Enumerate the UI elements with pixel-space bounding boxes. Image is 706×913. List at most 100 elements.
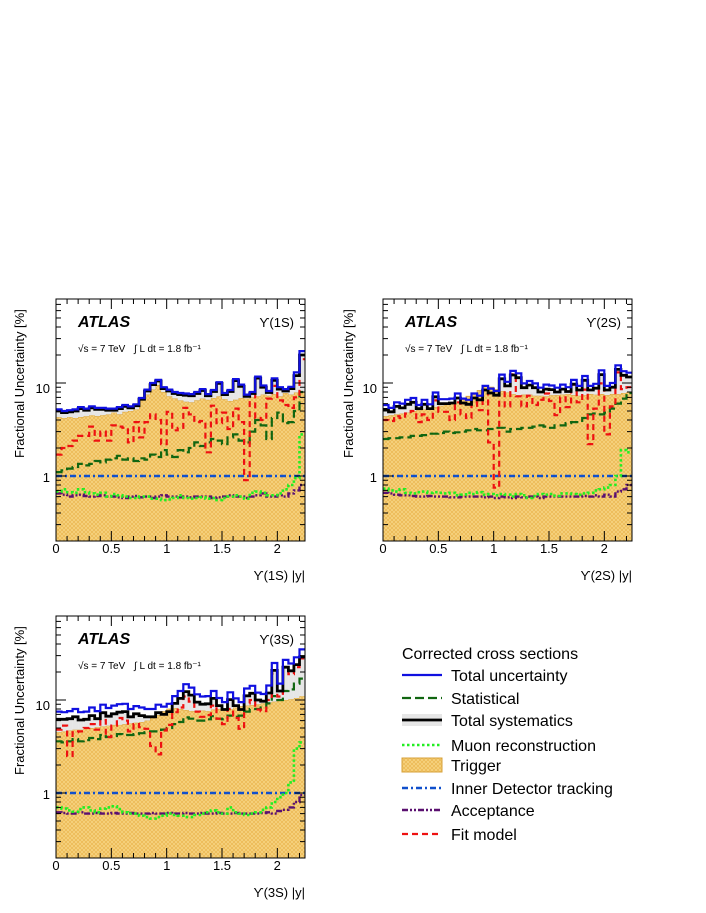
y-tick-label: 1 bbox=[43, 470, 50, 485]
syst-band-bin bbox=[177, 394, 184, 401]
syst-band-bin bbox=[266, 693, 272, 703]
syst-band-bin bbox=[271, 670, 278, 702]
x-tick-label: 0 bbox=[52, 858, 59, 873]
panel-upsilon-2s: ATLAS ϒ(2S) √s = 7 TeV ∫ L dt = 1.8 fb⁻¹… bbox=[341, 298, 633, 583]
series-accept bbox=[56, 483, 305, 500]
series-syst bbox=[383, 368, 632, 414]
syst-band-bin bbox=[216, 383, 222, 397]
syst-band-bin bbox=[199, 390, 206, 399]
syst-band-bin bbox=[233, 380, 239, 400]
syst-band-bin bbox=[78, 720, 84, 730]
syst-band-bin bbox=[421, 404, 428, 410]
legend: Corrected cross sections Total uncertain… bbox=[401, 646, 613, 844]
syst-band-bin bbox=[83, 719, 90, 728]
energy-label: √s = 7 TeV bbox=[78, 660, 126, 672]
y-tick-label: 10 bbox=[36, 698, 50, 713]
series-accept bbox=[56, 793, 305, 815]
y-tick-label: 10 bbox=[363, 381, 377, 396]
syst-band-bin bbox=[271, 380, 278, 395]
syst-band-bin bbox=[526, 385, 533, 395]
series-syst bbox=[56, 655, 305, 722]
syst-band-bin bbox=[83, 410, 90, 417]
syst-band-bin bbox=[560, 389, 566, 395]
syst-band-bin bbox=[587, 390, 594, 394]
syst-band-bin bbox=[89, 407, 95, 416]
syst-band-bin bbox=[615, 369, 621, 395]
syst-band-bin bbox=[510, 375, 516, 395]
syst-band-bin bbox=[532, 387, 538, 396]
syst-band-bin bbox=[177, 698, 184, 709]
axis-ticks bbox=[55, 615, 305, 859]
syst-band-bin bbox=[626, 377, 632, 392]
syst-band-bin bbox=[282, 667, 289, 700]
legend-label-total: Total uncertainty bbox=[451, 668, 568, 685]
syst-band-bin bbox=[67, 718, 73, 731]
syst-band-bin bbox=[56, 719, 62, 733]
plot-area bbox=[55, 648, 306, 859]
series-total bbox=[56, 350, 305, 413]
syst-band-bin bbox=[255, 378, 261, 397]
syst-band-bin bbox=[454, 398, 461, 402]
syst-band-bin bbox=[593, 388, 599, 395]
state-label: ϒ(2S) bbox=[586, 315, 621, 330]
x-tick-label: 2 bbox=[274, 858, 281, 873]
legend-label-acceptance: Acceptance bbox=[451, 803, 535, 820]
syst-band-bin bbox=[549, 389, 555, 396]
syst-band-bin bbox=[227, 699, 233, 709]
syst-band-bin bbox=[100, 409, 106, 416]
axis-ticks bbox=[382, 298, 632, 542]
syst-band-bin bbox=[576, 390, 583, 396]
series-stat bbox=[383, 391, 632, 441]
state-label: ϒ(3S) bbox=[259, 632, 294, 647]
y-tick-label: 1 bbox=[370, 470, 377, 485]
legend-label-muon: Muon reconstruction bbox=[451, 738, 596, 755]
x-tick-label: 1 bbox=[163, 858, 170, 873]
syst-band-bin bbox=[249, 693, 256, 706]
syst-band-bin bbox=[194, 702, 200, 712]
syst-band-bin bbox=[155, 381, 162, 385]
lumi-label: ∫ L dt = 1.8 fb⁻¹ bbox=[133, 344, 202, 355]
series-accept bbox=[383, 483, 632, 500]
syst-band-bin bbox=[133, 405, 139, 410]
x-tick-label: 2 bbox=[274, 541, 281, 556]
syst-band-bin bbox=[521, 387, 527, 395]
syst-band-bin bbox=[105, 410, 112, 415]
syst-band-bin bbox=[238, 386, 245, 398]
x-tick-label: 0.5 bbox=[102, 541, 120, 556]
syst-band-bin bbox=[277, 389, 283, 397]
syst-band-bin bbox=[537, 392, 544, 396]
syst-band-bin bbox=[222, 394, 228, 400]
x-tick-label: 1 bbox=[163, 541, 170, 556]
series-total bbox=[383, 364, 632, 409]
syst-band-bin bbox=[210, 698, 217, 710]
x-tick-label: 2 bbox=[601, 541, 608, 556]
syst-band-bin bbox=[260, 387, 267, 395]
x-tick-label: 0 bbox=[379, 541, 386, 556]
syst-band-bin bbox=[244, 695, 250, 706]
x-tick-label: 0 bbox=[52, 541, 59, 556]
syst-band-bin bbox=[249, 393, 256, 398]
syst-band-bin bbox=[116, 408, 123, 415]
series-muon bbox=[383, 448, 632, 500]
syst-band-bin bbox=[299, 657, 305, 697]
series-total bbox=[56, 648, 305, 714]
syst-band-bin bbox=[72, 411, 79, 418]
x-tick-label: 1.5 bbox=[213, 541, 231, 556]
syst-band-bin bbox=[105, 716, 112, 726]
syst-band-bin bbox=[144, 716, 150, 721]
syst-band-bin bbox=[205, 395, 211, 400]
syst-band-bin bbox=[172, 393, 178, 399]
syst-band-bin bbox=[383, 409, 389, 417]
syst-band-bin bbox=[499, 378, 505, 391]
syst-band-bin bbox=[89, 715, 95, 728]
panel-upsilon-3s: ATLAS ϒ(3S) √s = 7 TeV ∫ L dt = 1.8 fb⁻¹… bbox=[12, 615, 306, 900]
syst-band-bin bbox=[183, 395, 189, 402]
syst-band-bin bbox=[515, 377, 522, 396]
legend-label-id-tracking: Inner Detector tracking bbox=[451, 781, 613, 798]
x-tick-label: 1.5 bbox=[213, 858, 231, 873]
syst-band-bin bbox=[394, 406, 400, 415]
syst-band-bin bbox=[150, 384, 156, 390]
syst-band-bin bbox=[78, 408, 84, 417]
syst-band-bin bbox=[227, 391, 233, 401]
syst-band-bin bbox=[609, 387, 616, 394]
